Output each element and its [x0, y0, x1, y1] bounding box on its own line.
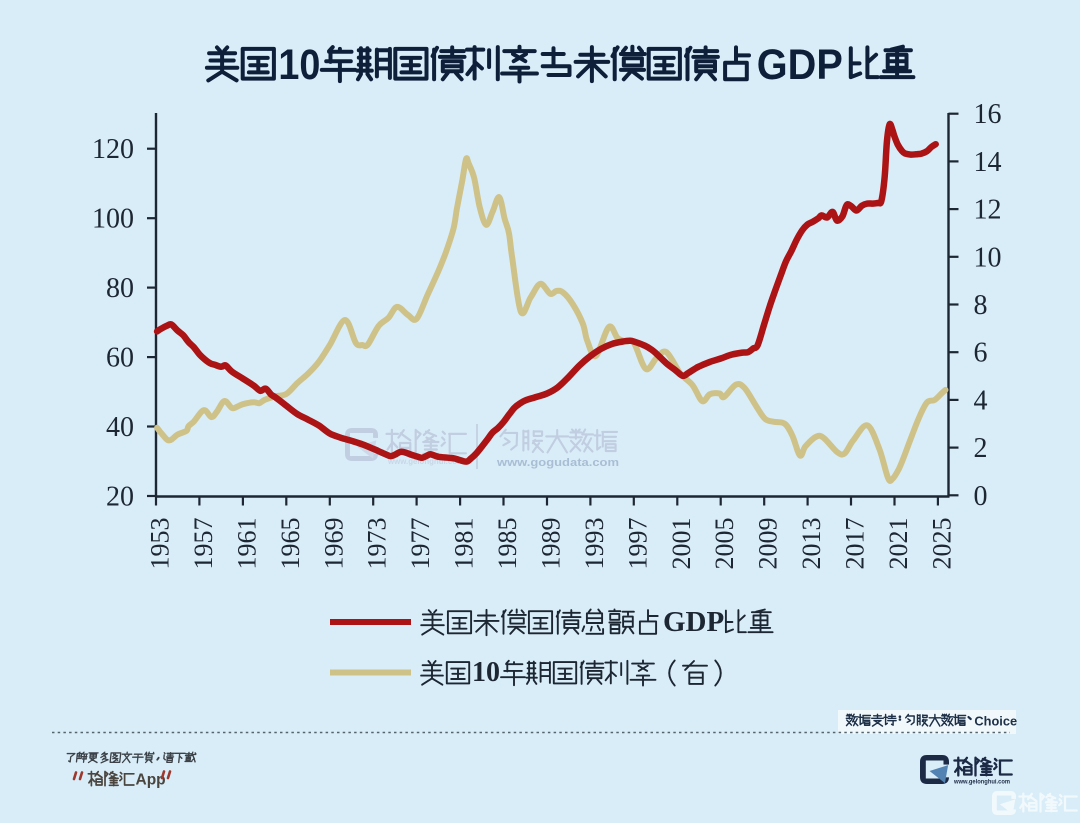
svg-text:12: 12	[974, 195, 1002, 226]
svg-text:16: 16	[974, 99, 1002, 130]
svg-text:2: 2	[974, 433, 988, 464]
svg-text:60: 60	[106, 343, 134, 374]
svg-text:www.gelonghui.com: www.gelonghui.com	[953, 779, 1010, 786]
svg-text:1997: 1997	[623, 518, 652, 570]
svg-text:App: App	[136, 772, 166, 789]
svg-text:2021: 2021	[884, 518, 913, 570]
svg-text:GDP: GDP	[663, 606, 724, 638]
svg-text:1977: 1977	[406, 518, 435, 570]
svg-text:0: 0	[974, 481, 988, 512]
svg-text:2009: 2009	[754, 518, 783, 570]
svg-text:2013: 2013	[797, 518, 826, 570]
svg-text:1961: 1961	[232, 518, 261, 570]
svg-text:2025: 2025	[927, 518, 956, 570]
svg-text:1965: 1965	[276, 518, 305, 570]
svg-text:www.gogudata.com: www.gogudata.com	[496, 457, 619, 469]
svg-text:1957: 1957	[189, 518, 218, 570]
svg-text:6: 6	[974, 338, 988, 369]
svg-text:40: 40	[106, 412, 134, 443]
svg-text:1989: 1989	[537, 518, 566, 570]
svg-text:100: 100	[92, 204, 134, 235]
svg-text:1969: 1969	[319, 518, 348, 570]
svg-text:2017: 2017	[841, 518, 870, 570]
svg-text:120: 120	[92, 134, 134, 165]
svg-text:2005: 2005	[710, 518, 739, 570]
svg-text:10: 10	[278, 41, 320, 89]
svg-text:2001: 2001	[667, 518, 696, 570]
svg-text:1981: 1981	[450, 518, 479, 570]
svg-text:1993: 1993	[580, 518, 609, 570]
svg-text:GDP: GDP	[757, 41, 843, 89]
svg-text:14: 14	[974, 147, 1002, 178]
svg-text:8: 8	[974, 290, 988, 321]
svg-text:Choice: Choice	[974, 714, 1017, 729]
svg-text:20: 20	[106, 482, 134, 513]
svg-text:1985: 1985	[493, 518, 522, 570]
svg-text:80: 80	[106, 273, 134, 304]
svg-text:www.gelonghui.com: www.gelonghui.com	[387, 456, 464, 466]
svg-text:4: 4	[974, 385, 988, 416]
svg-text:1953: 1953	[146, 518, 175, 570]
svg-text:10: 10	[472, 657, 500, 688]
svg-text:1973: 1973	[363, 518, 392, 570]
svg-text:10: 10	[974, 242, 1002, 273]
